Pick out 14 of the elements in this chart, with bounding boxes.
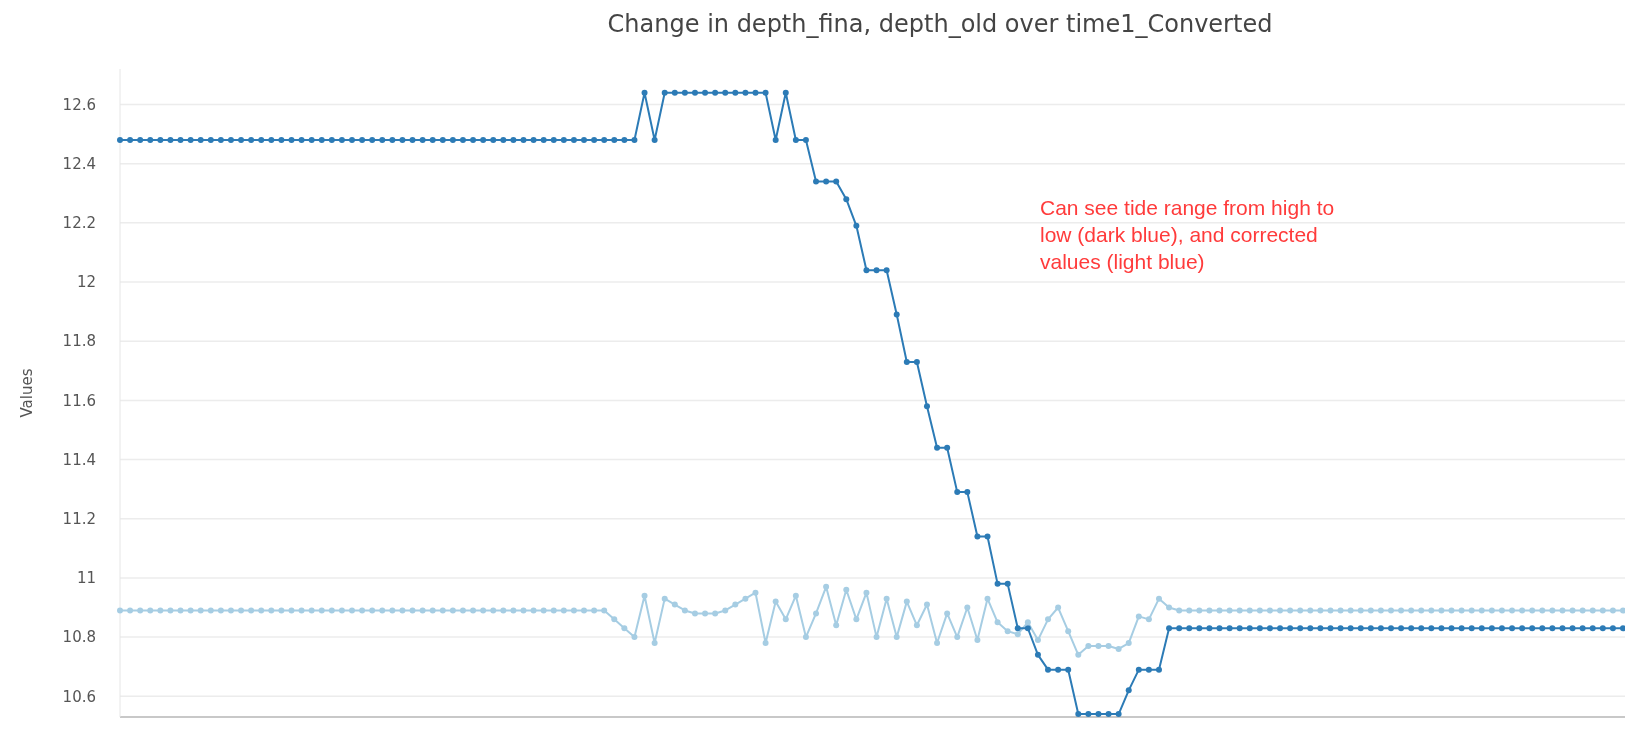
y-axis-title: Values xyxy=(18,368,36,418)
y-tick-label: 12.4 xyxy=(62,154,96,173)
y-tick-label: 11 xyxy=(76,569,96,588)
y-tick-label: 11.2 xyxy=(62,510,96,528)
y-tick-label: 11.6 xyxy=(62,391,96,410)
y-tick-label: 11.8 xyxy=(62,332,96,351)
y-tick-label: 12 xyxy=(76,273,96,292)
y-tick-label: 12.6 xyxy=(62,95,96,114)
y-tick-label: 10.8 xyxy=(62,628,96,647)
annotation: Can see tide range from high to low (dark blue), and corrected values (light blue) xyxy=(1040,196,1335,273)
y-tick-label: 11.4 xyxy=(62,450,96,469)
y-tick-label: 12.2 xyxy=(62,214,96,233)
y-tick-label: 10.6 xyxy=(62,687,96,706)
chart-title: Change in depth_fina, depth_old over time1_Converted xyxy=(607,10,1273,38)
